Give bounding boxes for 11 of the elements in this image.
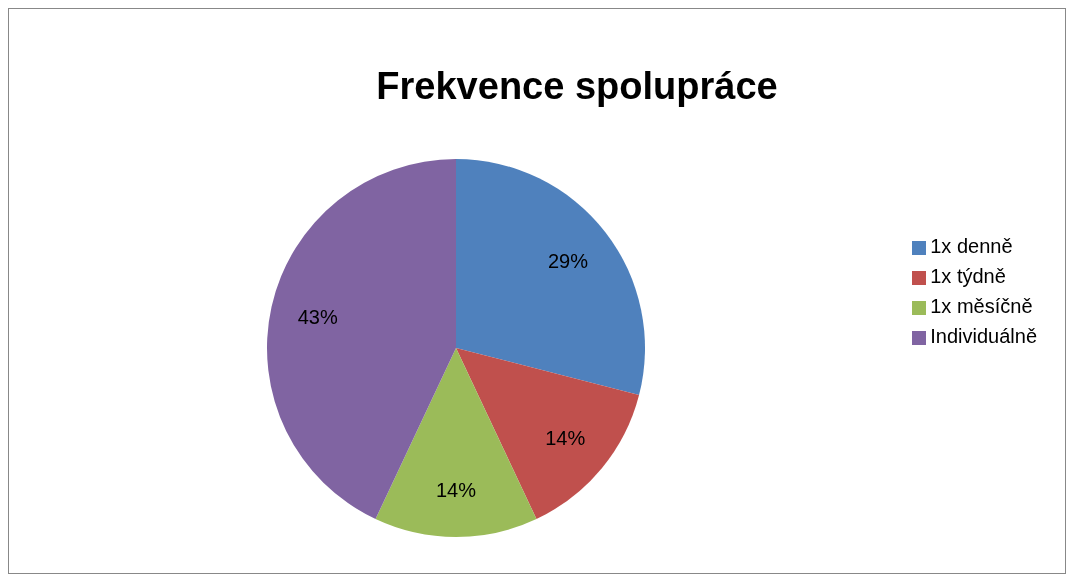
data-label: 29% (547, 250, 589, 273)
chart-title: Frekvence spolupráce (375, 65, 779, 108)
pie-slice (375, 348, 537, 537)
data-label: 14% (435, 478, 477, 501)
data-label: 14% (545, 427, 586, 450)
legend-label: 1x týdně (930, 265, 1006, 287)
data-label: 43% (297, 306, 338, 329)
pie-slice (456, 159, 645, 395)
legend-label: 1x měsíčně (930, 295, 1033, 317)
legend-label: 1x denně (930, 235, 1013, 257)
legend-label: Individuálně (930, 325, 1037, 347)
